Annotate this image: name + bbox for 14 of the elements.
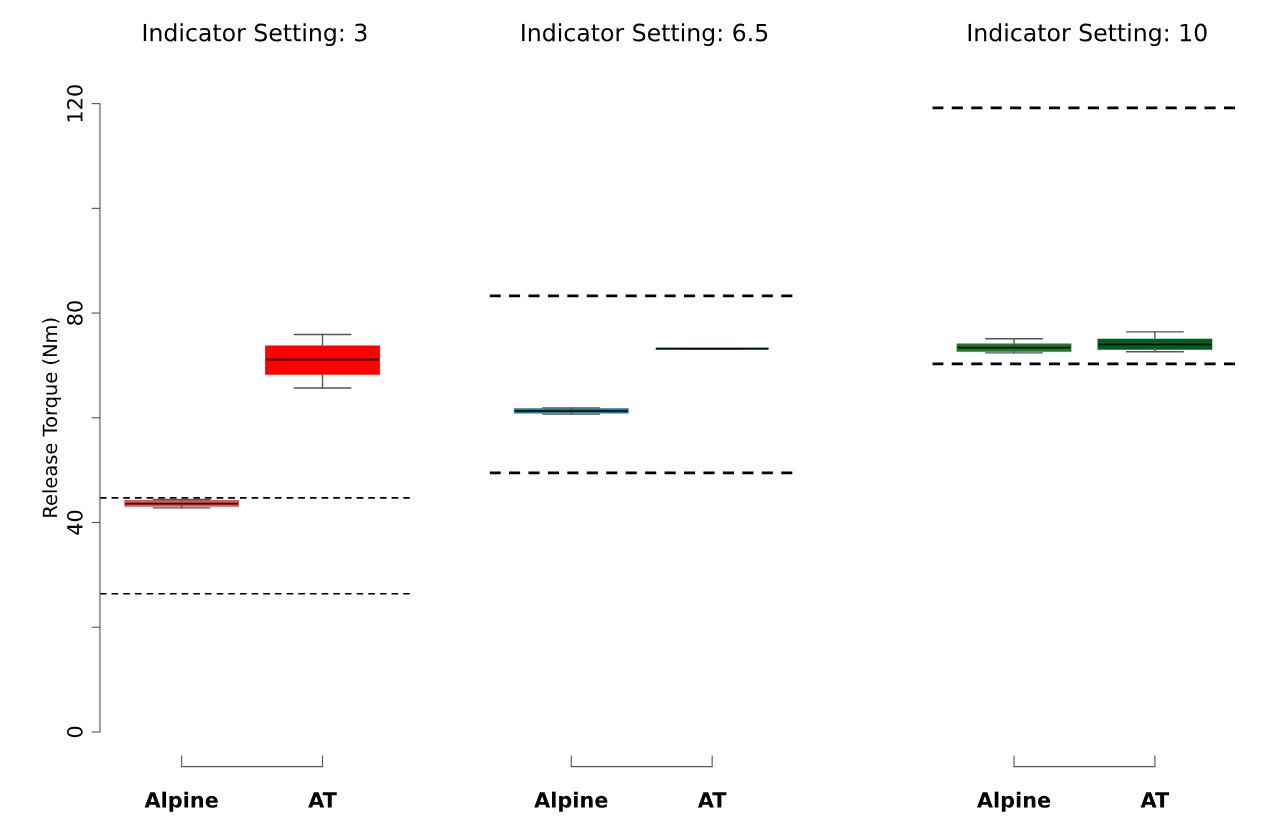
x-tick-label: AT [308, 792, 337, 808]
chart-title: Indicator Setting: 3 [143, 23, 367, 47]
x-tick-label: Alpine [144, 791, 218, 812]
x-tick-label: AT [1140, 792, 1170, 808]
y-axis-title: Release Torque (Nm) [42, 318, 62, 517]
chart-title: Indicator Setting: 10 [968, 23, 1207, 47]
x-tick-label: AT [697, 792, 727, 808]
y-tick-label: 120 [66, 85, 83, 122]
y-tick-label: 0 [66, 726, 83, 738]
y-tick-label: 40 [66, 510, 83, 535]
x-tick-label: Alpine [534, 791, 608, 812]
chart-title: Indicator Setting: 6.5 [522, 23, 768, 47]
x-tick-label: Alpine [976, 791, 1051, 812]
y-tick-label: 80 [66, 301, 83, 325]
